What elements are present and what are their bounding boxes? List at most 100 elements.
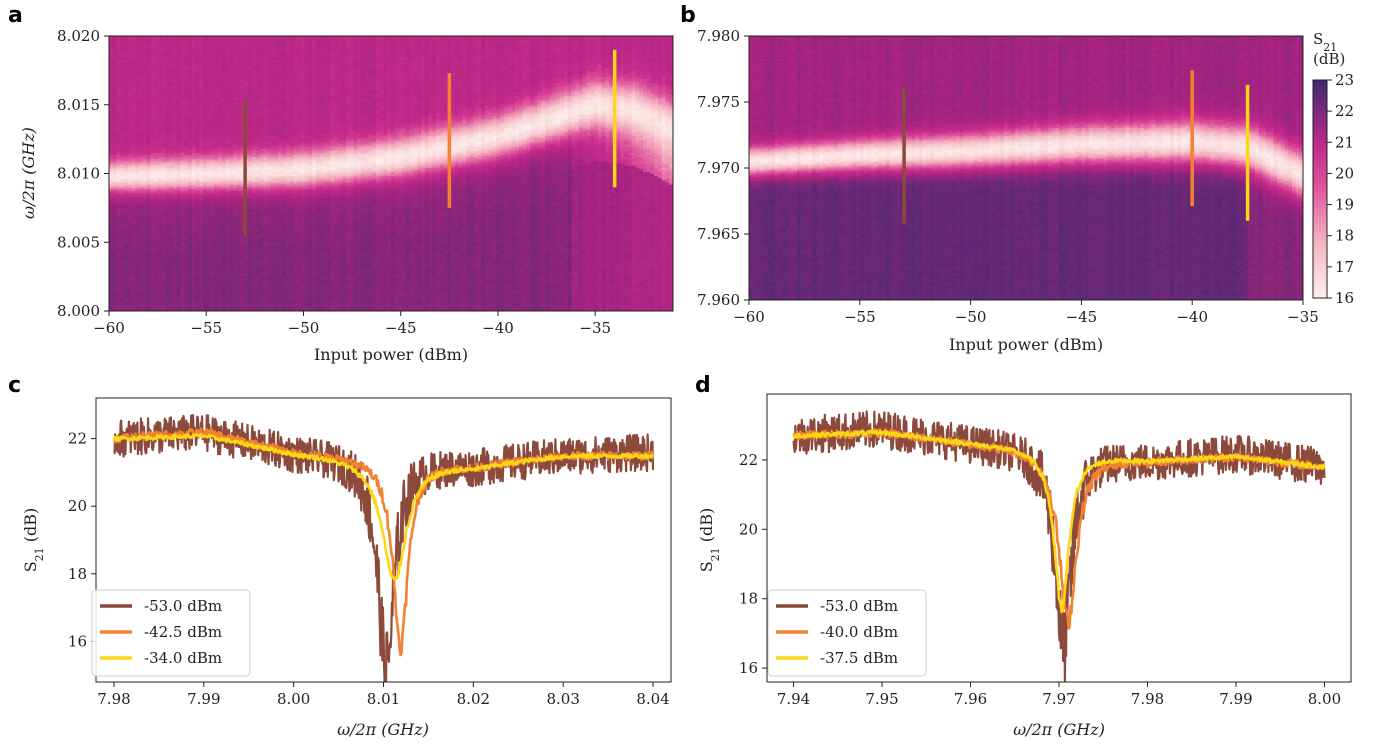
- heatmap-cell: [172, 211, 178, 215]
- heatmap-cell: [221, 84, 227, 88]
- heatmap-cell: [218, 55, 223, 58]
- heatmap-cell: [187, 285, 193, 289]
- heatmap-cell: [120, 203, 125, 206]
- heatmap-cell: [139, 258, 144, 261]
- heatmap-cell: [180, 105, 185, 109]
- heatmap-cell: [176, 266, 182, 270]
- heatmap-cell: [131, 80, 136, 84]
- heatmap-cell: [165, 71, 170, 75]
- heatmap-cell: [127, 120, 133, 124]
- heatmap-cell: [124, 154, 129, 158]
- heatmap-cell: [127, 95, 133, 98]
- heatmap-cell: [112, 289, 118, 293]
- heatmap-cell: [236, 228, 242, 232]
- heatmap-cell: [120, 232, 125, 236]
- heatmap-cell: [169, 88, 174, 92]
- heatmap-cell: [150, 150, 155, 153]
- heatmap-cell: [203, 48, 208, 52]
- heatmap-cell: [172, 205, 178, 208]
- heatmap-cell: [172, 67, 178, 71]
- heatmap-cell: [124, 78, 129, 82]
- heatmap-cell: [214, 268, 219, 272]
- heatmap-cell: [120, 190, 125, 194]
- heatmap-cell: [139, 177, 144, 181]
- heatmap-cell: [116, 209, 121, 213]
- heatmap-cell: [165, 152, 170, 156]
- heatmap-cell: [157, 241, 163, 244]
- heatmap-cell: [184, 285, 189, 289]
- heatmap-cell: [127, 196, 133, 200]
- heatmap-cell: [112, 228, 118, 232]
- heatmap-cell: [248, 241, 253, 244]
- heatmap-cell: [203, 162, 208, 166]
- heatmap-cell: [172, 201, 178, 204]
- heatmap-cell: [172, 112, 178, 115]
- heatmap-cell: [233, 207, 238, 211]
- heatmap-cell: [109, 230, 114, 234]
- heatmap-cell: [240, 228, 245, 232]
- heatmap-cell: [233, 247, 238, 251]
- heatmap-cell: [157, 103, 163, 107]
- heatmap-cell: [184, 124, 189, 128]
- heatmap-cell: [120, 222, 125, 225]
- heatmap-cell: [184, 158, 189, 162]
- heatmap-cell: [206, 249, 212, 253]
- heatmap-cell: [120, 91, 125, 94]
- heatmap-cell: [244, 65, 249, 69]
- heatmap-cell: [206, 266, 212, 270]
- heatmap-cell: [139, 48, 144, 52]
- heatmap-cell: [195, 69, 200, 73]
- heatmap-cell: [161, 80, 166, 84]
- heatmap-cell: [112, 181, 118, 185]
- heatmap-cell: [131, 91, 136, 94]
- heatmap-cell: [161, 175, 166, 179]
- heatmap-cell: [191, 207, 197, 211]
- heatmap-cell: [221, 171, 227, 175]
- heatmap-cell: [172, 266, 178, 270]
- heatmap-cell: [131, 84, 136, 88]
- heatmap-cell: [248, 143, 253, 147]
- heatmap-cell: [109, 275, 114, 278]
- heatmap-cell: [135, 99, 140, 103]
- heatmap-cell: [150, 122, 155, 126]
- heatmap-cell: [176, 304, 182, 308]
- heatmap-cell: [161, 122, 166, 126]
- heatmap-cell: [206, 86, 212, 90]
- heatmap-cell: [169, 135, 174, 139]
- heatmap-cell: [127, 181, 133, 185]
- heatmap-cell: [169, 264, 174, 268]
- heatmap-cell: [127, 171, 133, 175]
- heatmap-cell: [184, 224, 189, 227]
- heatmap-cell: [248, 304, 253, 308]
- heatmap-cell: [244, 38, 249, 41]
- heatmap-cell: [157, 148, 163, 151]
- heatmap-cell: [199, 226, 204, 230]
- heatmap-cell: [203, 112, 208, 115]
- heatmap-cell: [161, 40, 166, 43]
- heatmap-cell: [124, 251, 129, 255]
- heatmap-cell: [187, 135, 193, 139]
- heatmap-cell: [165, 222, 170, 225]
- heatmap-cell: [206, 253, 212, 257]
- heatmap-cell: [150, 298, 155, 302]
- heatmap-cell: [191, 217, 197, 221]
- heatmap-cell: [203, 302, 208, 306]
- heatmap-cell: [210, 277, 215, 280]
- heatmap-cell: [191, 44, 197, 48]
- heatmap-cell: [221, 179, 227, 183]
- heatmap-cell: [191, 175, 197, 179]
- heatmap-cell: [210, 55, 215, 58]
- heatmap-cell: [199, 247, 204, 251]
- heatmap-cell: [116, 44, 121, 48]
- heatmap-cell: [218, 139, 223, 143]
- heatmap-cell: [142, 154, 148, 158]
- heatmap-cell: [150, 82, 155, 86]
- heatmap-cell: [236, 247, 242, 251]
- heatmap-cell: [135, 177, 140, 181]
- heatmap-cell: [184, 236, 189, 240]
- heatmap-cell: [221, 88, 227, 92]
- heatmap-cell: [184, 152, 189, 156]
- heatmap-cell: [154, 300, 159, 304]
- heatmap-cell: [191, 146, 197, 149]
- heatmap-cell: [150, 129, 155, 132]
